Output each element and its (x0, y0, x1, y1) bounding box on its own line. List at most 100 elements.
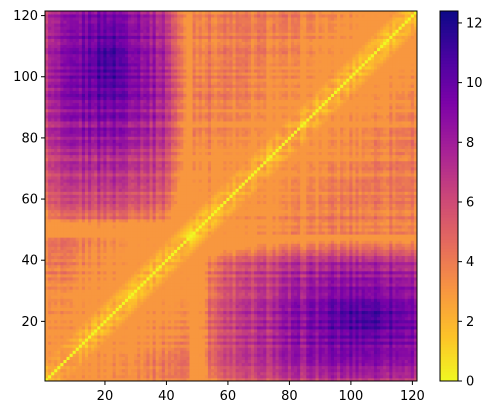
heatmap-cell (81, 197, 86, 201)
heatmap-cell (94, 59, 98, 64)
heatmap-cell (152, 118, 157, 122)
heatmap-cell (155, 237, 160, 241)
heatmap-cell (146, 44, 150, 49)
heatmap-cell (106, 371, 110, 376)
heatmap-cell (112, 359, 117, 364)
heatmap-cell (143, 307, 147, 312)
heatmap-cell (63, 105, 67, 110)
heatmap-cell (112, 332, 117, 336)
heatmap-cell (164, 371, 169, 376)
heatmap-cell (60, 23, 64, 27)
heatmap-cell (81, 301, 86, 305)
heatmap-cell (106, 62, 110, 67)
heatmap-cell (146, 118, 150, 122)
heatmap-cell (75, 20, 80, 24)
heatmap-cell (134, 371, 138, 376)
heatmap-cell (78, 359, 83, 364)
heatmap-cell (54, 313, 58, 318)
heatmap-cell (152, 350, 157, 354)
heatmap-cell (91, 203, 95, 208)
heatmap-cell (112, 41, 117, 46)
heatmap-cell (91, 362, 95, 367)
heatmap-cell (128, 332, 132, 336)
heatmap-cell (140, 313, 144, 318)
heatmap-cell (143, 20, 147, 24)
heatmap-cell (134, 267, 138, 272)
heatmap-cell (128, 365, 132, 370)
heatmap-cell (57, 142, 61, 146)
heatmap-cell (109, 258, 114, 263)
heatmap-cell (54, 81, 58, 85)
heatmap-cell (131, 273, 135, 278)
heatmap-cell (69, 66, 74, 70)
heatmap-cell (69, 102, 74, 107)
heatmap-cell (106, 59, 110, 64)
heatmap-cell (48, 176, 52, 180)
heatmap-cell (75, 121, 80, 125)
heatmap-cell (97, 286, 101, 290)
heatmap-cell (106, 44, 110, 49)
heatmap-cell (121, 209, 126, 214)
heatmap-cell (134, 209, 138, 214)
heatmap-cell (137, 246, 141, 250)
heatmap-cell (66, 170, 70, 174)
heatmap-cell (94, 258, 98, 263)
heatmap-cell (143, 347, 147, 351)
heatmap-cell (75, 72, 80, 76)
heatmap-cell (63, 344, 67, 348)
heatmap-cell (57, 301, 61, 305)
heatmap-cell (63, 75, 67, 79)
heatmap-cell (54, 173, 58, 177)
heatmap-cell (75, 319, 80, 324)
heatmap-cell (140, 197, 144, 201)
heatmap-cell (81, 185, 86, 189)
heatmap-cell (94, 313, 98, 318)
heatmap-cell (48, 332, 52, 336)
heatmap-cell (146, 191, 150, 195)
heatmap-cell (51, 307, 55, 312)
heatmap-cell (143, 362, 147, 367)
heatmap-cell (158, 283, 163, 287)
heatmap-cell (161, 374, 166, 379)
heatmap-cell (137, 145, 141, 150)
heatmap-cell (75, 111, 80, 116)
heatmap-cell (146, 264, 150, 269)
heatmap-cell (167, 118, 172, 122)
heatmap-cell (72, 130, 77, 134)
heatmap-cell (140, 322, 144, 327)
heatmap-cell (97, 228, 101, 232)
heatmap-cell (118, 206, 123, 211)
heatmap-cell (45, 182, 49, 186)
heatmap-cell (63, 163, 67, 168)
heatmap-cell (45, 283, 49, 287)
heatmap-cell (66, 332, 70, 336)
heatmap-cell (124, 371, 129, 376)
heatmap-cell (97, 277, 101, 281)
heatmap-cell (94, 148, 98, 153)
heatmap-cell (48, 17, 52, 21)
heatmap-cell (45, 286, 49, 290)
heatmap-cell (54, 246, 58, 250)
heatmap-cell (88, 316, 92, 321)
heatmap-cell (84, 353, 89, 357)
heatmap-cell (118, 72, 123, 76)
heatmap-cell (152, 329, 157, 333)
heatmap-cell (167, 127, 172, 131)
heatmap-cell (106, 166, 110, 171)
heatmap-cell (94, 38, 98, 42)
heatmap-cell (143, 23, 147, 27)
heatmap-cell (155, 280, 160, 284)
heatmap-cell (128, 166, 132, 171)
heatmap-cell (158, 313, 163, 318)
heatmap-cell (152, 163, 157, 168)
heatmap-cell (57, 157, 61, 162)
heatmap-cell (164, 374, 169, 379)
heatmap-cell (72, 212, 77, 217)
heatmap-cell (167, 316, 172, 321)
heatmap-cell (131, 365, 135, 370)
heatmap-cell (81, 105, 86, 110)
heatmap-cell (161, 264, 166, 269)
heatmap-cell (103, 298, 107, 302)
heatmap-cell (124, 133, 129, 137)
heatmap-cell (155, 365, 160, 370)
